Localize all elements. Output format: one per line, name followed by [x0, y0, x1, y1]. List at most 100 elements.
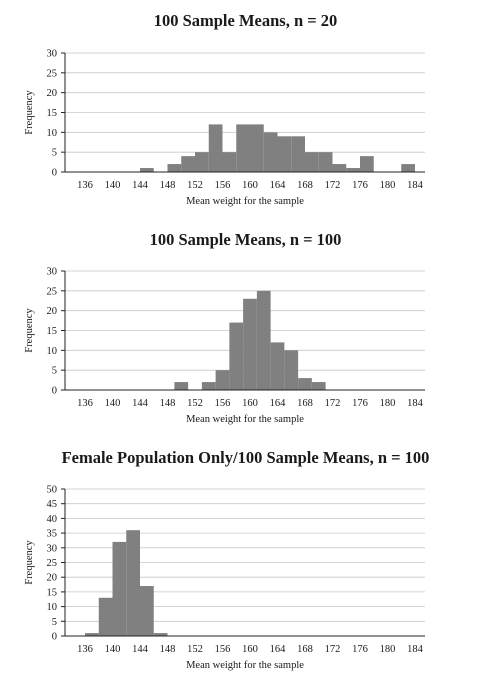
- histogram-bar: [277, 136, 292, 172]
- x-axis-label: Mean weight for the sample: [186, 196, 304, 207]
- histogram-bar: [243, 298, 257, 390]
- x-axis-label: Mean weight for the sample: [186, 660, 304, 671]
- x-tick-label: 156: [215, 398, 231, 409]
- y-tick-label: 20: [47, 306, 58, 317]
- y-tick-label: 30: [47, 267, 58, 278]
- histogram-bar: [360, 156, 374, 172]
- x-tick-label: 184: [407, 398, 424, 409]
- histogram-bar: [112, 541, 127, 636]
- histogram-bar: [311, 382, 326, 390]
- x-tick-label: 164: [270, 398, 287, 409]
- histogram-bar: [346, 168, 360, 172]
- x-tick-label: 144: [132, 398, 149, 409]
- histogram-bar: [195, 152, 209, 172]
- y-tick-label: 25: [47, 68, 58, 79]
- chart-title: 100 Sample Means, n = 20: [154, 11, 338, 30]
- y-tick-label: 5: [52, 148, 57, 159]
- histogram-bar: [229, 322, 244, 390]
- x-tick-label: 156: [215, 644, 231, 655]
- x-tick-label: 148: [160, 398, 176, 409]
- y-tick-label: 20: [47, 573, 58, 584]
- x-tick-label: 140: [105, 398, 121, 409]
- x-tick-label: 160: [242, 644, 258, 655]
- y-tick-label: 10: [47, 128, 58, 139]
- x-tick-label: 136: [77, 644, 93, 655]
- y-tick-label: 30: [47, 49, 58, 60]
- y-tick-label: 30: [47, 543, 58, 554]
- x-tick-label: 160: [242, 398, 258, 409]
- histogram-bar: [153, 633, 168, 636]
- x-tick-label: 140: [105, 180, 121, 191]
- x-tick-label: 140: [105, 644, 121, 655]
- y-axis-label: Frequency: [24, 540, 35, 585]
- chart-panel-1: 100 Sample Means, n = 20 0 5 10 15 20 25 30 136 1…: [24, 11, 425, 207]
- y-axis-label: Frequency: [24, 308, 35, 353]
- histogram-bar: [332, 164, 347, 172]
- x-tick-label: 180: [380, 644, 396, 655]
- histogram-bar: [208, 124, 223, 172]
- histogram-bar: [263, 132, 278, 172]
- histogram-bar: [201, 382, 216, 390]
- y-tick-label: 25: [47, 558, 58, 569]
- chart-title: Female Population Only/100 Sample Means,…: [62, 448, 430, 467]
- x-tick-label: 184: [407, 180, 424, 191]
- x-tick-label: 172: [325, 398, 341, 409]
- histogram-bar: [291, 136, 305, 172]
- chart-panel-3: Female Population Only/100 Sample Means,…: [24, 448, 429, 671]
- histogram-bar: [401, 164, 415, 172]
- x-tick-label: 148: [160, 644, 176, 655]
- x-tick-label: 164: [270, 180, 287, 191]
- y-tick-label: 15: [47, 587, 58, 598]
- histogram-bar: [167, 164, 182, 172]
- y-tick-label: 10: [47, 346, 58, 357]
- y-tick-label: 50: [47, 485, 58, 496]
- x-tick-label: 148: [160, 180, 176, 191]
- y-tick-label: 0: [52, 632, 57, 643]
- y-tick-label: 10: [47, 602, 58, 613]
- x-tick-label: 136: [77, 398, 93, 409]
- y-axis-label: Frequency: [24, 90, 35, 135]
- x-tick-label: 144: [132, 180, 149, 191]
- histogram-bar: [222, 152, 237, 172]
- x-axis-label: Mean weight for the sample: [186, 414, 304, 425]
- histogram-bar: [215, 370, 230, 390]
- x-tick-label: 176: [352, 398, 368, 409]
- y-tick-label: 45: [47, 499, 58, 510]
- x-tick-label: 152: [187, 180, 203, 191]
- y-tick-label: 25: [47, 286, 58, 297]
- x-tick-label: 184: [407, 644, 424, 655]
- histogram-bar: [250, 124, 264, 172]
- histogram-bar: [181, 156, 195, 172]
- x-tick-label: 180: [380, 398, 396, 409]
- x-tick-label: 180: [380, 180, 396, 191]
- histogram-bar: [318, 152, 333, 172]
- y-tick-label: 0: [52, 386, 57, 397]
- x-tick-label: 152: [187, 398, 203, 409]
- x-tick-label: 168: [297, 180, 313, 191]
- y-tick-label: 20: [47, 88, 58, 99]
- chart-title: 100 Sample Means, n = 100: [150, 230, 342, 249]
- y-tick-label: 35: [47, 529, 58, 540]
- histogram-bar: [140, 168, 154, 172]
- y-tick-label: 15: [47, 326, 58, 337]
- histogram-bar: [236, 124, 250, 172]
- histogram-bar: [305, 152, 319, 172]
- x-tick-label: 164: [270, 644, 287, 655]
- x-tick-label: 176: [352, 180, 368, 191]
- x-tick-label: 144: [132, 644, 149, 655]
- x-tick-label: 156: [215, 180, 231, 191]
- histogram-bar: [270, 342, 285, 390]
- y-tick-label: 5: [52, 366, 57, 377]
- x-tick-label: 176: [352, 644, 368, 655]
- y-tick-label: 5: [52, 617, 57, 628]
- x-tick-label: 160: [242, 180, 258, 191]
- histogram-bar: [298, 378, 312, 390]
- y-tick-label: 0: [52, 168, 57, 179]
- x-tick-label: 172: [325, 644, 341, 655]
- histogram-bar: [98, 597, 113, 636]
- x-tick-label: 168: [297, 398, 313, 409]
- histogram-bar: [140, 586, 154, 636]
- y-tick-label: 15: [47, 108, 58, 119]
- histogram-bar: [256, 290, 271, 390]
